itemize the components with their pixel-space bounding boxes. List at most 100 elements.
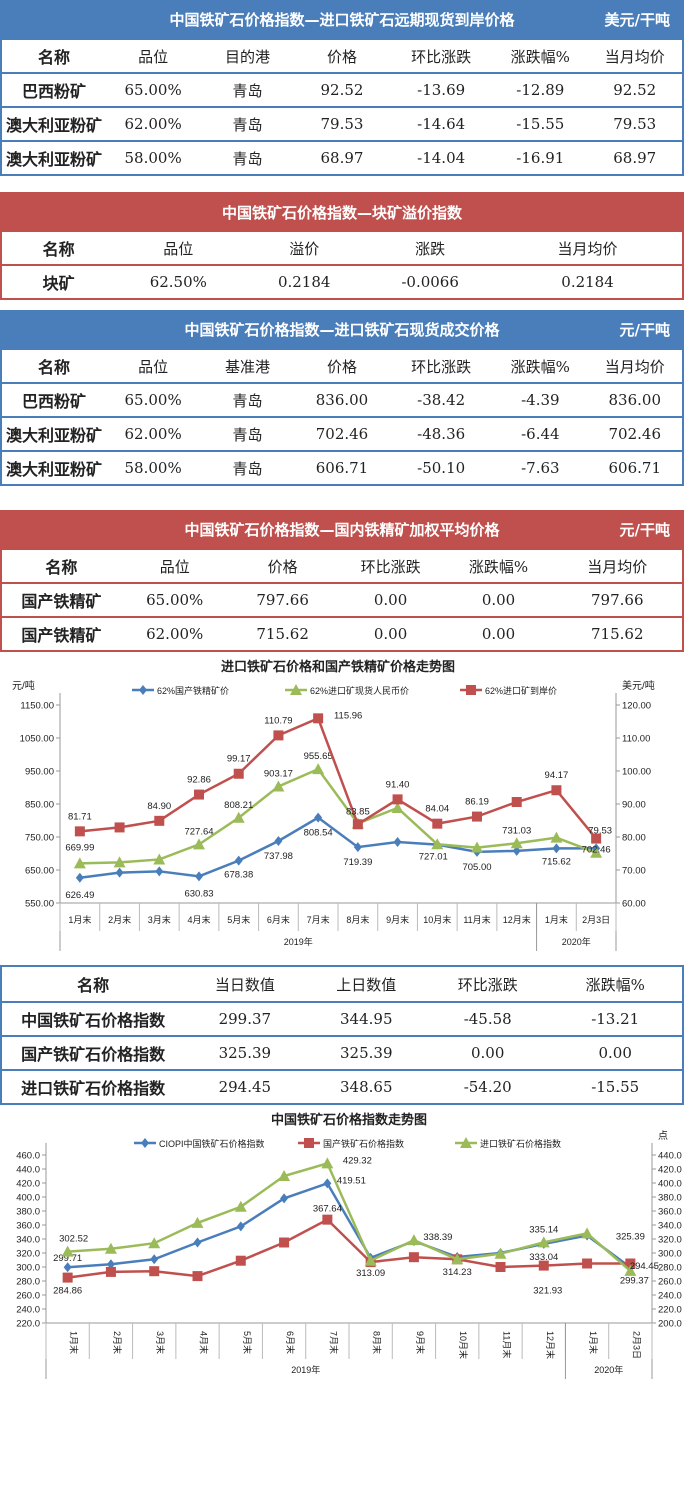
- y-right-tick-label: 60.00: [622, 899, 646, 910]
- cell-value: -12.89: [516, 81, 565, 99]
- column-header: 当月均价: [604, 357, 665, 376]
- x-tick-label: 10月末: [458, 1331, 469, 1359]
- chart-import-domestic-price-trend: 进口铁矿石价格和国产铁精矿价格走势图 62%国产铁精矿价 62%进口矿现货人民币价 6…: [12, 659, 655, 951]
- chart-price-index-trend: 中国铁矿石价格指数走势图 CIOPI中国铁矿石价格指数 国产铁矿石价格指数 进口铁矿石…: [16, 1112, 682, 1379]
- cell-value: -50.10: [417, 459, 466, 477]
- triangle-marker: [590, 846, 603, 858]
- y-tick-label: 240.0: [16, 1305, 40, 1316]
- data-label: 110.79: [264, 715, 292, 726]
- cell-value: 79.53: [613, 115, 657, 133]
- diamond-marker: [139, 685, 147, 695]
- cell-value: -4.39: [521, 391, 560, 409]
- cell-value: 62.50%: [149, 273, 207, 291]
- cell-value: -45.58: [463, 1010, 512, 1028]
- y-tick-label: 1050.00: [20, 734, 54, 745]
- triangle-marker: [471, 841, 483, 853]
- cell-value: 702.46: [315, 425, 369, 443]
- data-label: 419.51: [337, 1175, 366, 1186]
- y-right-tick-label: 440.0: [658, 1151, 682, 1162]
- cell-value: -48.36: [417, 425, 466, 443]
- row-name: 国产铁矿石价格指数: [21, 1045, 166, 1064]
- data-label: 678.38: [224, 870, 253, 881]
- cell-value: 348.65: [340, 1078, 393, 1096]
- column-header: 品位: [159, 557, 190, 576]
- triangle-marker: [104, 1242, 117, 1254]
- square-marker: [511, 797, 522, 808]
- x-tick-label: 11月末: [502, 1331, 513, 1358]
- cell-value: 702.46: [608, 425, 662, 443]
- cell-value: 青岛: [232, 115, 263, 134]
- y-right-tick-label: 70.00: [622, 866, 646, 877]
- triangle-marker: [234, 1200, 247, 1212]
- table-unit: 元/干吨: [619, 320, 670, 339]
- column-header: 当日数值: [214, 975, 275, 994]
- year-group-label: 2019年: [284, 936, 313, 947]
- data-label: 84.04: [425, 804, 449, 815]
- column-header: 名称: [37, 358, 70, 377]
- triangle-marker: [153, 853, 166, 865]
- data-label: 338.39: [423, 1232, 452, 1243]
- y-right-tick-label: 80.00: [622, 833, 646, 844]
- y-right-tick-label: 400.0: [658, 1179, 682, 1190]
- y-axis-title: 元/吨: [12, 679, 35, 692]
- cell-value: 0.2184: [277, 273, 331, 291]
- column-header: 上日数值: [336, 975, 397, 994]
- cell-value: 797.66: [256, 591, 309, 609]
- square-marker: [279, 1237, 290, 1248]
- data-label: 284.86: [53, 1286, 82, 1297]
- x-tick-label: 5月末: [242, 1331, 253, 1354]
- cell-value: 79.53: [320, 115, 364, 133]
- data-label: 325.39: [616, 1232, 645, 1243]
- y-right-tick-label: 280.0: [658, 1263, 682, 1274]
- square-marker: [625, 1258, 636, 1269]
- triangle-marker: [391, 801, 404, 813]
- y-right-tick-label: 300.0: [658, 1249, 682, 1260]
- y-right-tick-label: 240.0: [658, 1291, 682, 1302]
- square-marker: [432, 818, 443, 829]
- triangle-marker: [550, 831, 563, 843]
- table-unit: 元/干吨: [619, 520, 670, 539]
- diamond-marker: [236, 1221, 245, 1232]
- table-import-forward-cif: 中国铁矿石价格指数—进口铁矿石远期现货到岸价格 美元/干吨 名称 品位 目的港 价格 环…: [0, 0, 684, 176]
- diamond-marker: [106, 1259, 115, 1270]
- data-label: 83.85: [346, 806, 370, 817]
- square-marker: [352, 819, 363, 830]
- cell-value: 58.00%: [124, 459, 182, 477]
- triangle-marker: [581, 1227, 594, 1239]
- cell-value: 62.00%: [146, 625, 204, 643]
- data-label: 955.65: [304, 751, 333, 762]
- data-label: 808.21: [224, 800, 253, 811]
- y-tick-label: 950.00: [25, 767, 54, 778]
- table-row: 巴西粉矿 65.00% 青岛 92.52 -13.69 -12.89 92.52: [2, 72, 682, 106]
- y-right-tick-label: 100.00: [622, 767, 651, 778]
- column-header: 基准港: [225, 357, 271, 376]
- x-tick-label: 6月末: [285, 1331, 296, 1354]
- square-marker: [192, 1271, 203, 1282]
- table-header-bar: 中国铁矿石价格指数—进口铁矿石远期现货到岸价格 美元/干吨: [2, 0, 682, 38]
- table-unit: 美元/干吨: [604, 10, 670, 29]
- cell-value: -7.63: [521, 459, 560, 477]
- data-label: 302.52: [59, 1234, 88, 1245]
- x-tick-label: 3月末: [155, 1331, 166, 1354]
- square-marker: [194, 789, 204, 800]
- cell-value: -54.20: [463, 1078, 512, 1096]
- x-tick-label: 12月末: [503, 914, 531, 925]
- column-header: 价格: [326, 357, 357, 376]
- column-header: 价格: [326, 47, 357, 66]
- data-label: 99.17: [227, 754, 251, 765]
- year-group-label: 2020年: [562, 936, 591, 947]
- triangle-marker: [193, 838, 205, 850]
- cell-value: 0.00: [481, 625, 516, 643]
- cell-value: -15.55: [591, 1078, 640, 1096]
- y-tick-label: 850.00: [25, 800, 54, 811]
- square-marker: [591, 833, 602, 844]
- y-tick-label: 380.0: [16, 1207, 40, 1218]
- cell-value: -14.64: [417, 115, 466, 133]
- diamond-marker: [323, 1178, 332, 1189]
- table-import-spot-price: 中国铁矿石价格指数—进口铁矿石现货成交价格 元/干吨 名称 品位 基准港 价格 环比涨跌…: [0, 310, 684, 486]
- triangle-marker: [312, 763, 325, 775]
- x-tick-label: 6月末: [267, 914, 290, 925]
- y-tick-label: 440.0: [16, 1165, 40, 1176]
- x-tick-label: 1月末: [68, 914, 91, 925]
- column-header: 品位: [138, 47, 169, 66]
